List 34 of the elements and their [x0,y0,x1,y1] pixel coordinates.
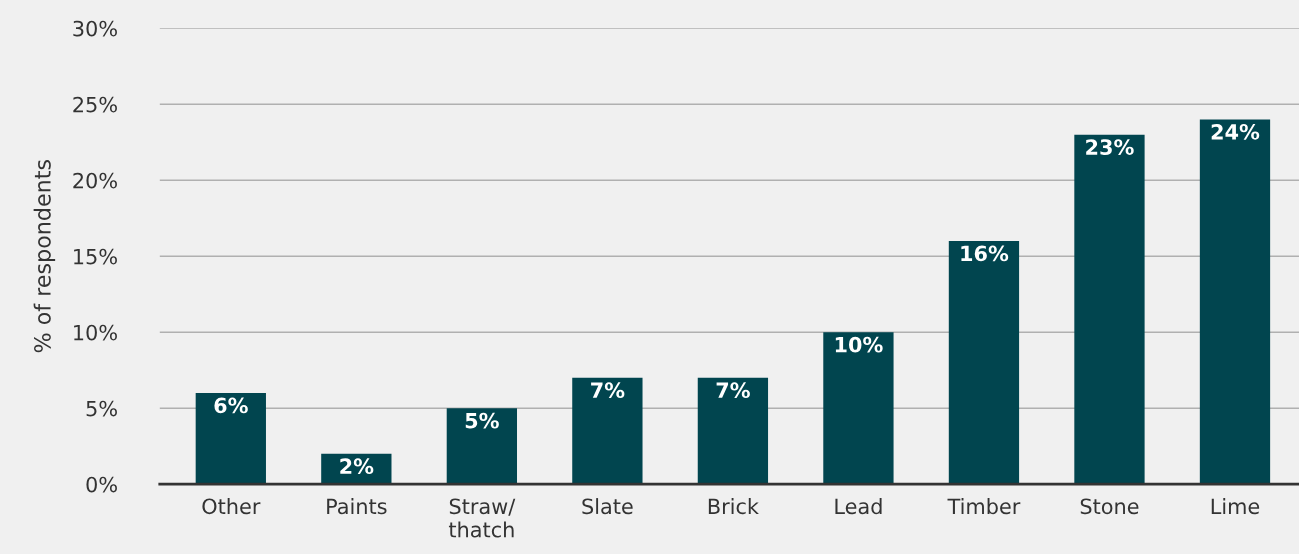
x-tick-label: Stone [1080,498,1139,515]
bar [1074,134,1145,485]
x-tick-label: Other [202,498,261,515]
bar [697,377,769,485]
bar [446,408,518,485]
y-tick-label: 20% [73,172,117,189]
x-tick-label: Lead [835,498,882,515]
data-label: 2% [340,458,374,475]
bar [823,332,894,485]
y-tick-label: 25% [73,96,117,113]
data-label: 24% [1211,123,1260,140]
data-label: 23% [1086,139,1134,155]
y-tick-label: 30% [73,20,117,37]
x-tick-label: Timber [947,498,1021,515]
y-tick-label: 10% [74,324,117,341]
x-tick-label: Brick [708,498,759,515]
data-label: 10% [835,336,883,353]
data-label: 7% [591,382,625,399]
bar [195,393,266,485]
y-axis-title: % of respondents [33,160,56,353]
y-tick-label: 15% [74,248,117,265]
bar [948,241,1020,485]
data-label: 6% [214,397,248,414]
data-label: 16% [961,245,1009,262]
bar [1199,119,1271,485]
x-tick-label: Slate [582,498,633,515]
x-tick-label: Lime [1211,498,1260,515]
data-label: 5% [465,412,499,429]
x-tick-label: Straw/ thatch [448,498,516,538]
y-tick-label: 0% [86,476,117,493]
bar [572,377,643,485]
data-label: 7% [716,382,750,399]
x-tick-label: Paints [327,498,387,515]
y-tick-label: 5% [86,400,117,417]
